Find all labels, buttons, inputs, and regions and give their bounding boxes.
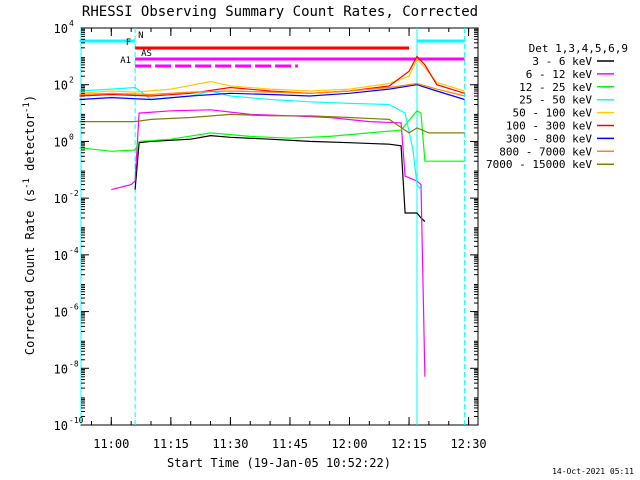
y-tick-exponent: -10 [69, 416, 84, 425]
legend-label: 100 - 300 keV [506, 120, 592, 133]
y-tick-exponent: -2 [69, 189, 79, 198]
legend-label: 7000 - 15000 keV [486, 158, 592, 171]
y-axis-label: Corrected Count Rate (s-1 detector-1) [22, 95, 37, 355]
legend-label: 25 - 50 keV [519, 94, 592, 107]
series-line [79, 58, 465, 94]
series-line [111, 109, 426, 377]
y-tick-label: 10 [54, 22, 68, 36]
legend-title: Det 1,3,4,5,6,9 [529, 42, 628, 55]
y-tick-label: 10 [54, 362, 68, 376]
flag-label: A1 [120, 56, 131, 66]
y-tick-exponent: 0 [69, 132, 74, 141]
legend-label: 6 - 12 keV [526, 68, 593, 81]
y-tick-label: 10 [54, 419, 68, 433]
series-line [79, 113, 465, 134]
plot-frame [80, 27, 479, 426]
x-tick-label: 11:45 [272, 437, 308, 451]
legend-label: 50 - 100 keV [513, 107, 593, 120]
y-tick-label: 10 [54, 306, 68, 320]
chart-title: RHESSI Observing Summary Count Rates, Co… [82, 4, 478, 20]
plot-area: NF AS A1 [79, 27, 479, 426]
series-line [79, 110, 465, 162]
x-axis-label: Start Time (19-Jan-05 10:52:22) [167, 456, 391, 470]
x-tick-label: 12:15 [391, 437, 427, 451]
legend-label: 12 - 25 keV [519, 81, 592, 94]
flag-label: AS [141, 49, 152, 59]
series-line [79, 84, 465, 101]
series-line [79, 55, 465, 97]
y-tick-label: 10 [54, 135, 68, 149]
x-axis: 11:00 11:15 11:30 11:45 12:00 12:15 12:30 [90, 28, 487, 451]
x-tick-label: 11:30 [212, 437, 248, 451]
x-tick-label: 12:30 [451, 437, 487, 451]
y-tick-exponent: -4 [69, 246, 79, 255]
y-tick-label: 10 [54, 249, 68, 263]
x-tick-label: 12:00 [331, 437, 367, 451]
y-tick-label: 10 [54, 192, 68, 206]
y-tick-exponent: 4 [69, 19, 74, 28]
legend-label: 300 - 800 keV [506, 132, 592, 145]
timestamp: 14-Oct-2021 05:11 [552, 467, 634, 476]
y-tick-exponent: -6 [69, 303, 79, 312]
x-tick-label: 11:15 [153, 437, 189, 451]
flag-label: N [138, 31, 143, 41]
legend-label: 800 - 7000 keV [499, 145, 592, 158]
series-line [79, 82, 465, 97]
y-tick-exponent: -8 [69, 359, 79, 368]
y-tick-label: 10 [54, 79, 68, 93]
y-tick-exponent: 2 [69, 76, 74, 85]
flag-label: F [126, 38, 131, 48]
x-tick-label: 11:00 [93, 437, 129, 451]
series-line [134, 134, 426, 222]
legend-label: 3 - 6 keV [532, 55, 592, 68]
